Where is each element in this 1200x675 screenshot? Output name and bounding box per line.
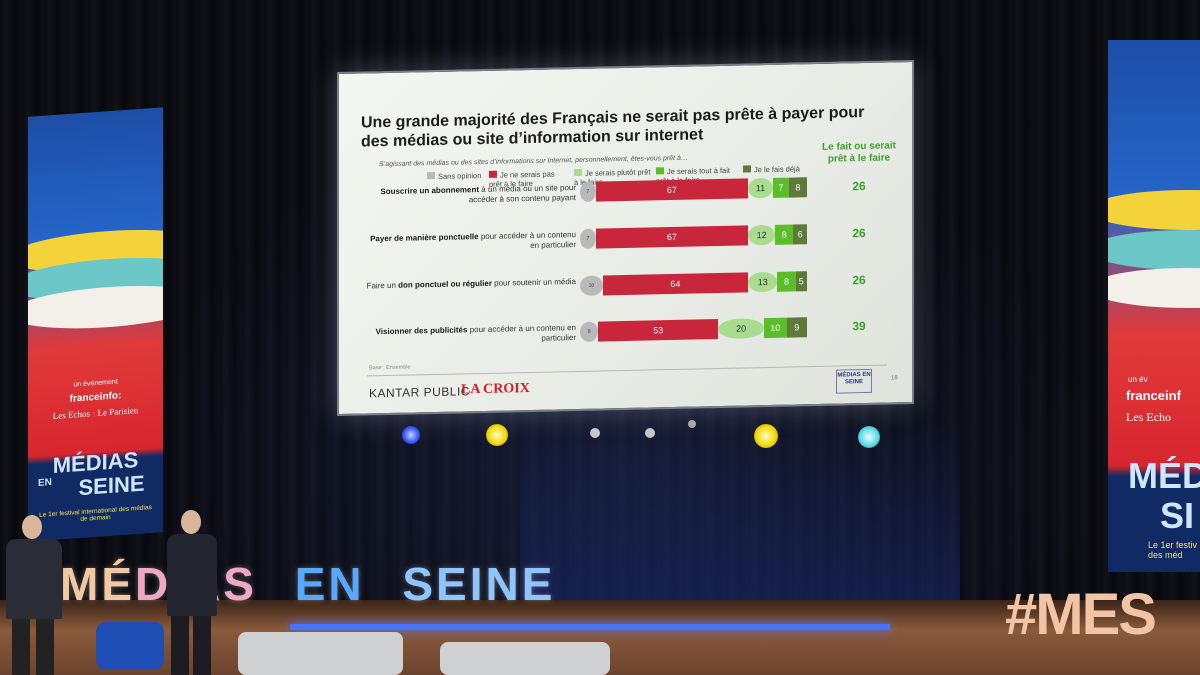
banner-right-sponsor2: Les Echo <box>1126 410 1171 424</box>
row-label: Payer de manière ponctuelle pour accéder… <box>370 230 576 250</box>
hashtag-sign: #MES <box>1005 582 1157 647</box>
bar-segment: 13 <box>747 271 778 293</box>
banner-right-sponsor1: franceinf <box>1126 388 1181 403</box>
bar-segment: 6 <box>793 224 807 245</box>
row-label: Souscrire un abonnement à un média ou un… <box>380 183 576 205</box>
stage-light-small-3 <box>688 420 696 428</box>
bar-segment: 7 <box>580 228 596 249</box>
bar-segment: 10 <box>580 275 603 296</box>
slide-title: Une grande majorité des Français ne sera… <box>361 103 865 151</box>
kantar-logo: KANTAR PUBLIC <box>369 384 470 401</box>
row-total: 39 <box>852 318 866 334</box>
bar-segment: 67 <box>595 178 748 202</box>
bar-segment: 64 <box>602 272 748 296</box>
bar-segment: 5 <box>795 271 807 292</box>
stage-sign-part-1: MÉ <box>60 558 135 610</box>
legend-swatch <box>574 168 582 177</box>
legend-swatch <box>743 165 751 173</box>
row-total: 26 <box>852 272 866 288</box>
sofa-right <box>440 642 610 675</box>
right-event-banner: un év franceinf Les Echo MÉDI SI Le 1er … <box>1108 40 1200 572</box>
projection-screen: Une grande majorité des Français ne sera… <box>337 59 914 417</box>
banner-right-event-line: un év <box>1128 375 1148 384</box>
bar-segment: 11 <box>747 177 773 199</box>
stage-light-yellow-left <box>486 424 508 446</box>
stage-sign-part-4: SEINE <box>402 558 556 610</box>
bar-segment: 8 <box>580 321 599 342</box>
banner-right-tagline: Le 1er festiv des méd <box>1148 540 1198 560</box>
legend-swatch <box>427 171 435 180</box>
bar-segment: 8 <box>775 224 794 245</box>
row-label: Visionner des publicités pour accéder à … <box>375 323 576 343</box>
stage-led-strip <box>290 624 890 630</box>
stage-light-cyan <box>858 426 880 448</box>
bar-segment: 8 <box>788 177 807 198</box>
footer-divider <box>367 364 887 377</box>
bar-segment: 7 <box>772 177 789 198</box>
bar-segment: 7 <box>580 181 596 202</box>
banner-right-title-bottom: SI <box>1160 495 1195 536</box>
legend-item: Sans opinion <box>427 171 487 181</box>
bar-segment: 20 <box>718 318 764 340</box>
banner-right-title-top: MÉDI <box>1128 455 1200 496</box>
slide-page-number: 18 <box>891 375 898 382</box>
total-column-heading: Le fait ou serait prêt à le faire <box>822 140 896 165</box>
stage-light-small-2 <box>645 428 655 438</box>
sofa-left <box>238 632 403 675</box>
row-total: 26 <box>852 225 866 241</box>
row-label: Faire un don ponctuel ou régulier pour s… <box>366 277 576 291</box>
bar-segment: 10 <box>763 317 787 339</box>
legend-label: Je le fais déjà <box>754 164 800 175</box>
bar-segment: 9 <box>786 317 807 338</box>
speaker-right <box>163 510 223 675</box>
blue-armchair <box>96 622 164 670</box>
row-total: 26 <box>852 178 866 194</box>
slide-source: Base : Ensemble <box>369 364 411 372</box>
legend-swatch <box>489 170 497 178</box>
curtain-lighting <box>520 420 960 600</box>
bar-segment: 8 <box>777 271 796 292</box>
legend-label: Sans opinion <box>438 171 482 181</box>
bar-segment: 12 <box>747 224 776 246</box>
stage-light-blue <box>402 426 420 444</box>
bar-segment: 67 <box>595 225 748 249</box>
legend-item: Je le fais déjà <box>743 164 821 175</box>
left-event-banner: un événement franceinfo: Les Echos · Le … <box>28 107 163 542</box>
medias-en-seine-logo: MÉDIAS EN SEINE <box>836 368 872 394</box>
stage-sign: MÉDIAS EN SEINE <box>60 558 580 610</box>
stage-sign-part-3: EN <box>294 558 365 610</box>
stage-light-yellow-right <box>754 424 778 448</box>
speaker-left <box>0 515 70 675</box>
bar-segment: 53 <box>598 319 719 342</box>
legend-swatch <box>656 167 664 175</box>
lacroix-logo: LA CROIX <box>461 381 530 398</box>
stage-light-small-1 <box>590 428 600 438</box>
